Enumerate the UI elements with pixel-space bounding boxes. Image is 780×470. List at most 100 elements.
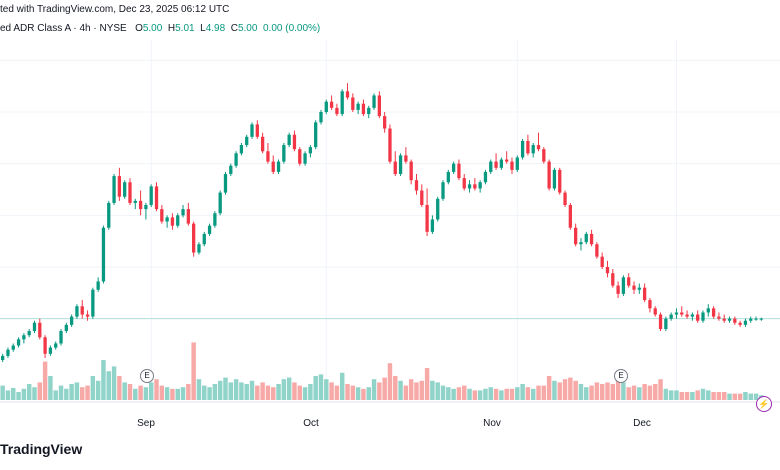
volume-bar <box>80 387 85 400</box>
volume-bar <box>260 382 265 400</box>
volume-bar <box>748 393 753 400</box>
candle-body <box>664 318 668 329</box>
candle-body <box>457 163 461 179</box>
volume-bar <box>355 387 361 400</box>
candle-body <box>165 217 169 222</box>
earnings-badge-dec[interactable]: E <box>614 369 628 383</box>
earnings-badge-sep[interactable]: E <box>140 369 154 383</box>
candle-body <box>11 345 15 350</box>
candle-body <box>123 182 127 197</box>
candle-body <box>627 277 631 286</box>
candle-body <box>483 171 488 183</box>
candle-body <box>558 169 562 193</box>
volume-bar <box>95 380 101 400</box>
candle-body <box>563 192 567 205</box>
candle-body <box>701 312 705 321</box>
volume-bar <box>366 387 371 400</box>
candle-body <box>319 112 323 123</box>
volume-bar <box>684 392 690 400</box>
volume-bar <box>398 380 403 400</box>
candle-body <box>314 122 318 148</box>
volume-bar <box>164 387 170 400</box>
candle-body <box>324 101 328 112</box>
candle-body <box>696 314 700 321</box>
volume-bar <box>106 371 111 400</box>
lightning-icon[interactable]: ⚡ <box>756 396 772 412</box>
candle-body <box>743 320 748 325</box>
candle-body <box>552 169 557 189</box>
candle-body <box>266 151 270 162</box>
volume-bar <box>292 382 297 400</box>
candle-body <box>223 174 228 193</box>
volume-bar <box>472 390 478 400</box>
candle-body <box>6 349 10 356</box>
volume-bar <box>488 387 493 400</box>
candle-body <box>706 308 710 313</box>
candle-body <box>536 145 541 150</box>
candle-body <box>658 314 663 329</box>
x-label-sep: Sep <box>137 418 155 429</box>
volume-bar <box>244 384 249 400</box>
candle-body <box>589 233 594 245</box>
candle-body <box>54 343 58 348</box>
candle-body <box>574 227 578 245</box>
x-label-oct: Oct <box>303 418 319 429</box>
volume-bar <box>302 387 308 400</box>
candle-body <box>648 300 652 309</box>
candle-body <box>733 318 737 323</box>
volume-bar <box>483 388 488 400</box>
candle-body <box>91 289 95 317</box>
candle-body <box>595 244 599 257</box>
close-label: C <box>230 23 238 34</box>
volume-bar <box>430 380 435 400</box>
volume-bar <box>525 387 531 400</box>
volume-bar <box>143 387 149 400</box>
candle-body <box>361 103 366 115</box>
volume-bar <box>462 385 467 400</box>
candle-body <box>340 91 344 115</box>
volume-bar <box>578 384 584 400</box>
candle-body <box>372 95 376 108</box>
volume-bar <box>11 388 16 400</box>
volume-bar <box>42 361 48 400</box>
volume-bar <box>546 376 552 400</box>
candle-body <box>526 140 530 154</box>
volume-bar <box>451 388 456 400</box>
candle-body <box>404 155 408 162</box>
candle-body <box>749 318 753 321</box>
candle-body <box>616 285 620 294</box>
x-label-nov: Nov <box>483 418 501 429</box>
candle-body <box>112 176 116 203</box>
volume-bar <box>276 384 281 400</box>
volume-bar <box>721 392 727 400</box>
candle-body <box>308 147 313 154</box>
volume-bar <box>58 385 64 400</box>
volume-bar <box>653 384 658 400</box>
volume-bar <box>26 384 32 400</box>
candle-body <box>674 312 679 315</box>
candle-body <box>420 190 424 205</box>
candle-body <box>144 205 148 210</box>
volume-bar <box>186 384 191 400</box>
volume-bar <box>228 382 234 400</box>
volume-bar <box>663 388 669 400</box>
volume-bar <box>753 393 759 400</box>
candle-body <box>642 287 647 301</box>
candle-body <box>298 149 302 164</box>
candle-body <box>160 209 164 222</box>
volume-bar <box>101 360 106 400</box>
volume-bar <box>520 384 525 400</box>
close-value: 5.00 <box>237 23 258 34</box>
volume-bar <box>271 387 276 400</box>
volume-bar <box>350 385 356 400</box>
volume-bar <box>16 392 21 400</box>
candle-body <box>467 184 472 189</box>
candle-body <box>197 244 201 253</box>
volume-bar <box>202 385 207 400</box>
candle-body <box>430 219 435 232</box>
volume-bar <box>615 380 621 400</box>
volume-bar <box>5 390 11 400</box>
volume-bar <box>21 388 27 400</box>
symbol-title: ed ADR Class A · 4h · NYSE <box>0 23 127 34</box>
